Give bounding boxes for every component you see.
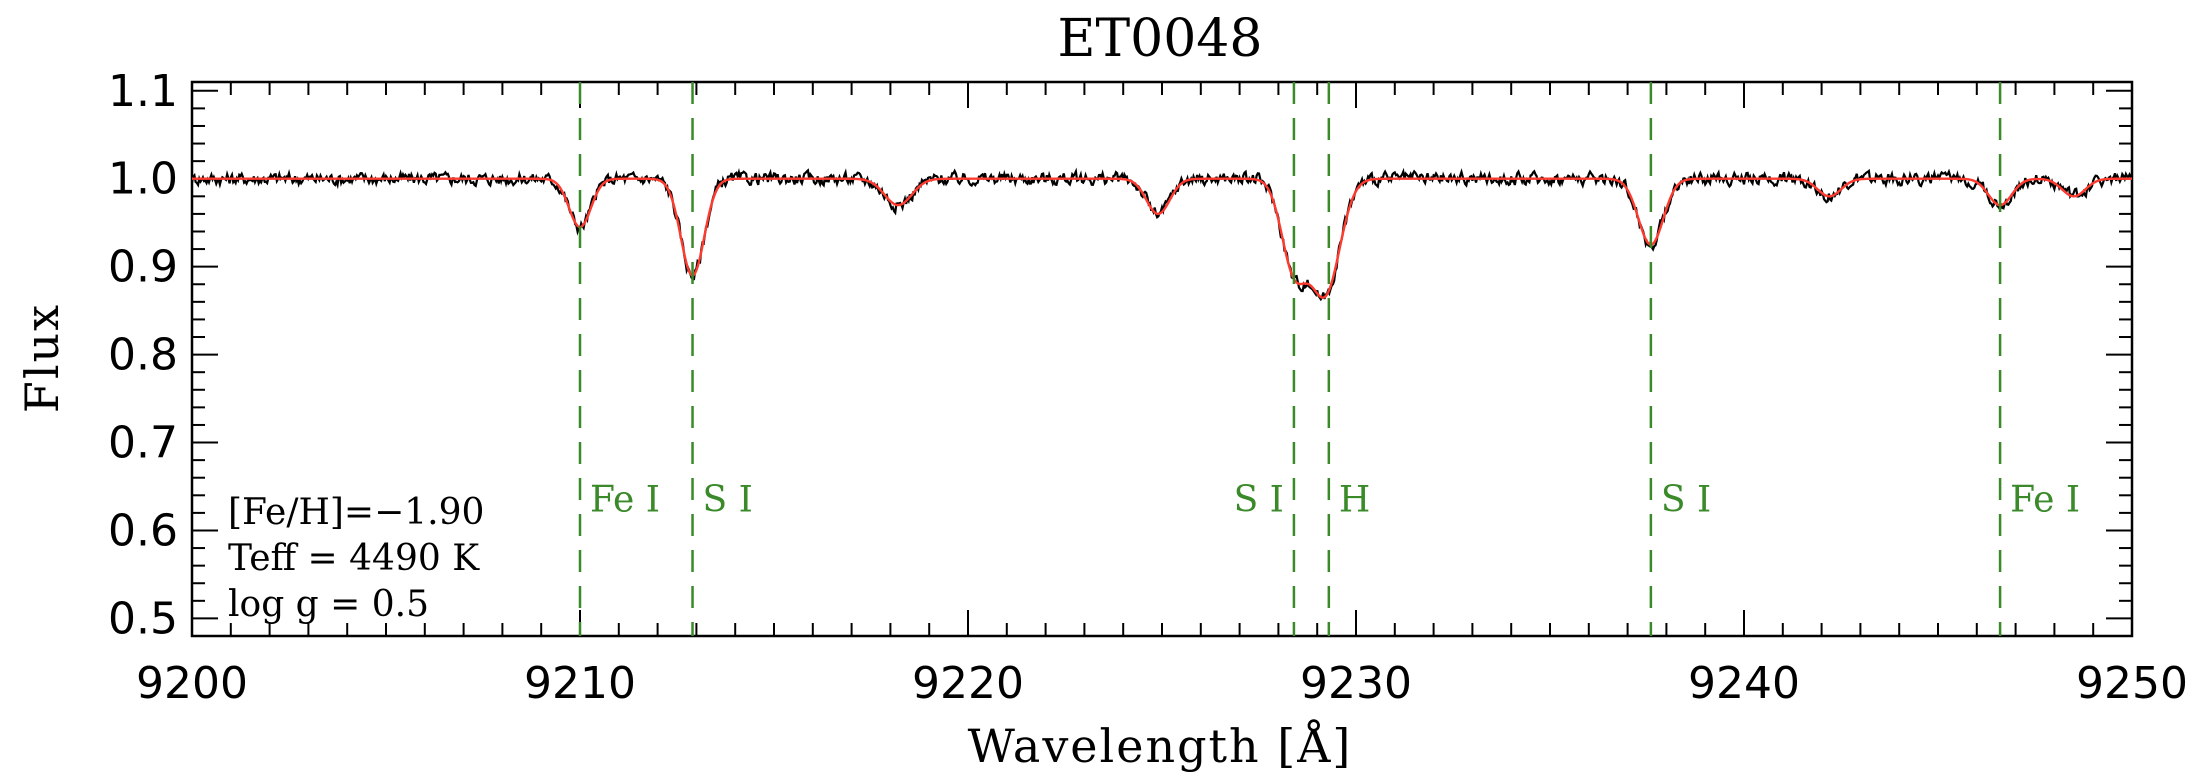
plot-frame (190, 80, 2134, 638)
x-tick-label: 9230 (1300, 658, 1412, 709)
param-logg: log g = 0.5 (228, 584, 429, 625)
y-tick-label: 0.7 (108, 418, 178, 469)
line-marker-label: Fe I (590, 480, 660, 521)
x-tick-label: 9220 (912, 658, 1024, 709)
y-tick-label: 1.1 (108, 66, 178, 117)
line-marker-label: S I (1234, 480, 1284, 521)
y-axis-label: Flux (15, 303, 69, 413)
y-tick-label: 0.9 (108, 242, 178, 293)
x-tick-label: 9250 (2076, 658, 2188, 709)
synthetic-fit-line (192, 177, 2132, 299)
line-marker-label: S I (703, 480, 753, 521)
x-tick-label: 9210 (524, 658, 636, 709)
y-tick-label: 0.6 (108, 505, 178, 556)
y-tick-label: 1.0 (108, 154, 178, 205)
chart-title: ET0048 (1058, 9, 1263, 69)
param-teff: Teff = 4490 K (228, 538, 480, 579)
y-tick-label: 0.5 (108, 593, 178, 644)
y-tick-label: 0.8 (108, 330, 178, 381)
x-tick-label: 9240 (1688, 658, 1800, 709)
param-metallicity: [Fe/H]=−1.90 (228, 492, 484, 533)
plot-area: 9200 9210 9220 9230 9240 9250 0.5 0.6 0.7 0.8 0.9 1… (108, 66, 2188, 709)
x-axis-label: Wavelength [Å] (968, 718, 1353, 773)
x-tick-label: 9200 (136, 658, 248, 709)
line-marker-label: H (1339, 480, 1370, 521)
line-marker-label: S I (1661, 480, 1711, 521)
line-marker-label: Fe I (2010, 480, 2080, 521)
